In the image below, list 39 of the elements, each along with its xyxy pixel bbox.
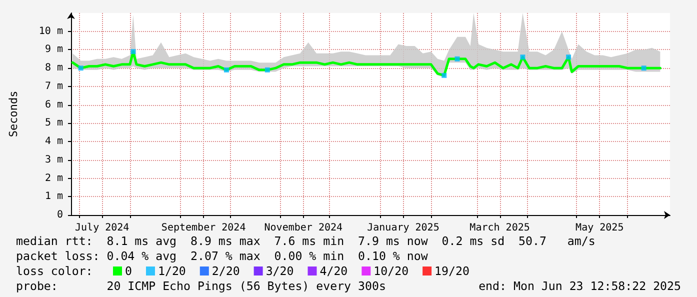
legend-title: loss color: bbox=[16, 264, 93, 278]
y-tick-label: 5 m bbox=[44, 118, 63, 129]
y-tick-label: 4 m bbox=[44, 136, 63, 148]
point bbox=[130, 49, 136, 54]
point bbox=[566, 54, 572, 60]
y-tick-label: 0 bbox=[56, 210, 63, 220]
y-tick-label: 6 m bbox=[44, 99, 63, 110]
legend-label: 19/20 bbox=[434, 264, 470, 278]
y-tick-label: 10 m bbox=[38, 26, 63, 37]
text: end: Mon Jun 23 12:58:22 2025 bbox=[478, 279, 681, 293]
point bbox=[264, 67, 270, 72]
point bbox=[442, 72, 447, 78]
point bbox=[520, 54, 526, 60]
legend-label: 2/20 bbox=[212, 264, 240, 278]
x-tick-label: May 2025 bbox=[576, 222, 624, 234]
text: packet loss: 0.04 % avg 2.07 % max 0.00 % min 0.10 % now bbox=[16, 249, 428, 263]
legend-label: 4/20 bbox=[320, 264, 348, 278]
legend-label: 3/20 bbox=[266, 264, 294, 278]
point bbox=[78, 66, 84, 71]
x-tick-label: March 2025 bbox=[470, 222, 530, 234]
x-tick-label: January 2025 bbox=[367, 222, 440, 234]
legend-label: 10/20 bbox=[374, 264, 409, 278]
y-tick-label: 3 m bbox=[44, 154, 63, 166]
y-tick-label: 9 m bbox=[44, 44, 63, 56]
point bbox=[224, 67, 229, 72]
y-tick-label: 8 m bbox=[44, 62, 63, 74]
text: probe: 20 ICMP Echo Pings (56 Bytes) every 300s bbox=[16, 279, 386, 293]
y-tick-label: 7 m bbox=[44, 80, 63, 92]
y-axis-title: Seconds bbox=[7, 90, 20, 138]
y-tick-label: 2 m bbox=[44, 172, 63, 184]
legend-label: 1/20 bbox=[158, 264, 186, 278]
point bbox=[454, 56, 460, 62]
point bbox=[641, 66, 646, 71]
legend-label: 0 bbox=[125, 264, 132, 278]
y-tick-label: 1 m bbox=[44, 191, 63, 202]
text: median rtt: 8.1 ms avg 8.9 ms max 7.6 ms min 7.9 ms now 0.2 ms sd 50.7 am/s bbox=[16, 234, 596, 248]
x-tick-label: November 2024 bbox=[264, 222, 343, 234]
x-tick-label: July 2024 bbox=[75, 222, 130, 234]
x-tick-label: September 2024 bbox=[161, 222, 246, 234]
